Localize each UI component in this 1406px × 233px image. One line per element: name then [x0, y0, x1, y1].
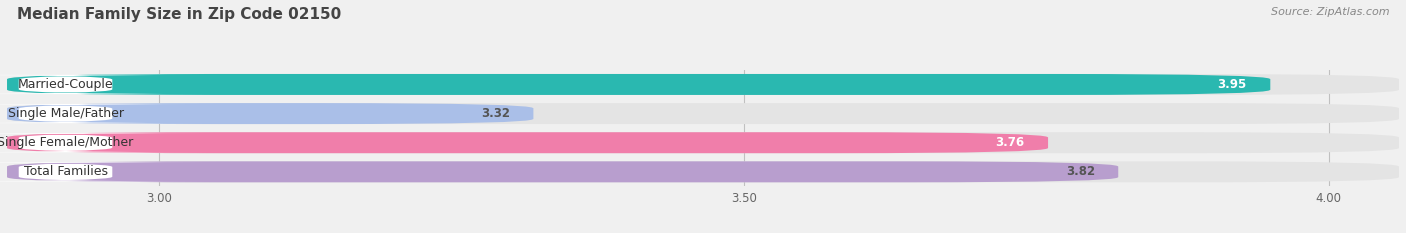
FancyBboxPatch shape: [7, 103, 1399, 124]
Text: Total Families: Total Families: [24, 165, 107, 178]
FancyBboxPatch shape: [0, 75, 208, 94]
Text: Median Family Size in Zip Code 02150: Median Family Size in Zip Code 02150: [17, 7, 342, 22]
Text: Single Male/Father: Single Male/Father: [7, 107, 124, 120]
FancyBboxPatch shape: [7, 161, 1399, 182]
FancyBboxPatch shape: [0, 162, 208, 182]
Text: 3.95: 3.95: [1218, 78, 1247, 91]
FancyBboxPatch shape: [0, 133, 208, 152]
FancyBboxPatch shape: [7, 132, 1399, 153]
FancyBboxPatch shape: [7, 74, 1270, 95]
Text: Single Female/Mother: Single Female/Mother: [0, 136, 134, 149]
FancyBboxPatch shape: [7, 132, 1047, 153]
Text: Source: ZipAtlas.com: Source: ZipAtlas.com: [1271, 7, 1389, 17]
FancyBboxPatch shape: [7, 161, 1118, 182]
Text: 3.32: 3.32: [481, 107, 510, 120]
Text: Married-Couple: Married-Couple: [18, 78, 114, 91]
FancyBboxPatch shape: [7, 74, 1399, 95]
Text: 3.82: 3.82: [1066, 165, 1095, 178]
Text: 3.76: 3.76: [995, 136, 1025, 149]
FancyBboxPatch shape: [7, 103, 533, 124]
FancyBboxPatch shape: [0, 104, 208, 123]
